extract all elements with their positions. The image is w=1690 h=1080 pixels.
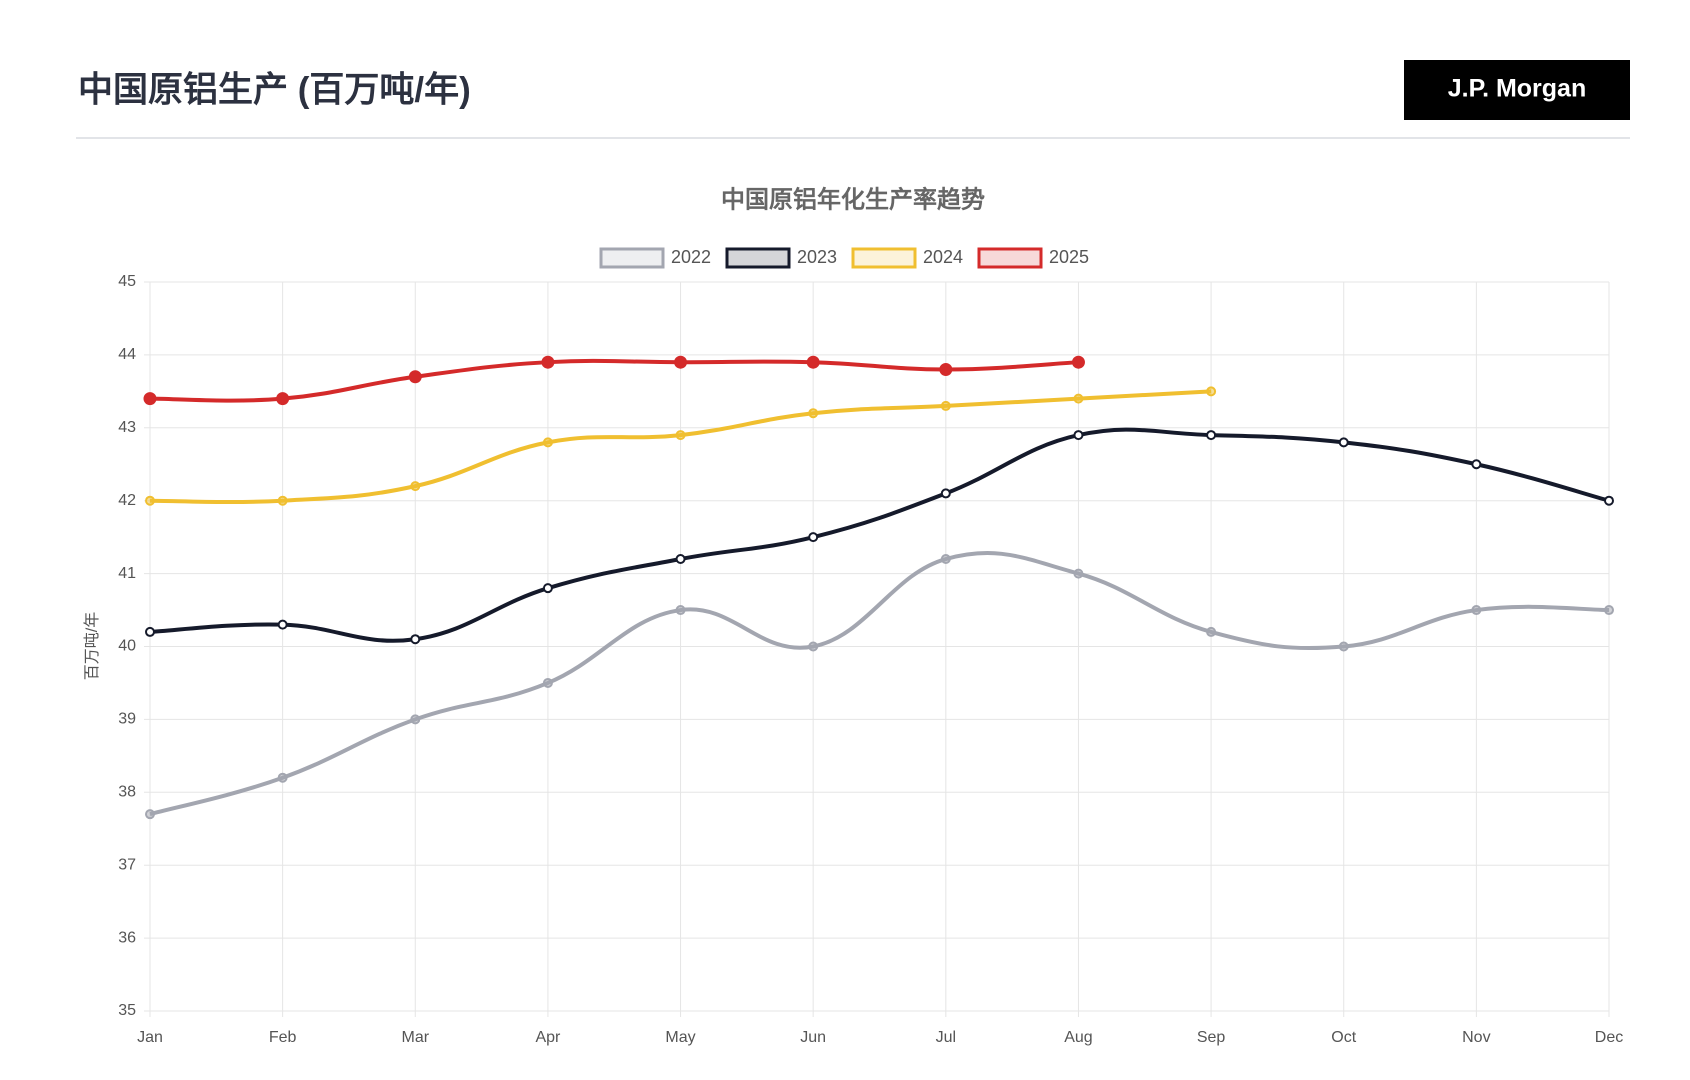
data-point: [808, 408, 819, 419]
data-point: [940, 400, 951, 411]
data-point: [1073, 430, 1084, 441]
data-point: [145, 626, 155, 637]
data-point: [674, 355, 688, 369]
data-point: [1338, 641, 1349, 652]
data-point: [145, 495, 155, 506]
x-tick-label: Oct: [1331, 1029, 1356, 1046]
data-point: [808, 532, 819, 543]
data-point: [1471, 605, 1482, 616]
data-point: [277, 619, 288, 630]
data-point: [940, 554, 951, 565]
data-point: [806, 355, 820, 369]
data-point: [542, 437, 553, 448]
logo: J.P. Morgan: [1448, 75, 1586, 103]
data-point: [1206, 430, 1217, 441]
y-tick-label: 37: [118, 856, 136, 873]
data-point: [1471, 459, 1482, 470]
y-tick-label: 41: [118, 565, 136, 582]
data-point: [940, 488, 951, 499]
y-tick-label: 39: [118, 711, 136, 728]
y-tick-label: 42: [118, 492, 136, 509]
legend-swatch: [851, 247, 917, 269]
data-point: [808, 641, 819, 652]
data-point: [675, 554, 686, 565]
data-point: [1338, 437, 1349, 448]
y-tick-label: 36: [118, 929, 136, 946]
data-point: [541, 355, 555, 369]
data-point: [675, 605, 686, 616]
y-tick-label: 38: [118, 784, 136, 801]
data-point: [143, 392, 157, 406]
x-tick-label: May: [665, 1029, 695, 1046]
data-point: [542, 677, 553, 688]
legend-label: 2025: [1049, 247, 1089, 267]
data-point: [1604, 495, 1614, 506]
data-point: [410, 714, 421, 725]
x-tick-label: Jun: [800, 1029, 826, 1046]
data-point: [276, 392, 290, 406]
legend-swatch: [599, 247, 665, 269]
series-line: [149, 358, 1079, 403]
legend-label: 2023: [797, 247, 837, 267]
data-point: [939, 362, 953, 376]
series-line: [149, 427, 1610, 643]
x-tick-label: Feb: [269, 1029, 297, 1046]
series-line: [149, 551, 1610, 817]
data-point: [408, 370, 422, 384]
x-tick-label: Mar: [401, 1029, 429, 1046]
data-point: [542, 583, 553, 594]
y-axis-label: 百万吨/年: [83, 612, 101, 680]
data-point: [1206, 626, 1217, 637]
chart-title: 中国原铝年化生产率趋势: [721, 185, 985, 213]
y-tick-label: 35: [118, 1002, 136, 1019]
x-tick-label: Jul: [936, 1029, 956, 1046]
legend-swatch: [725, 247, 791, 269]
logo-box: [1404, 60, 1630, 120]
page-title: 中国原铝生产 (百万吨/年): [78, 70, 471, 109]
data-point: [1604, 605, 1614, 616]
x-tick-label: Dec: [1595, 1029, 1623, 1046]
y-tick-label: 43: [118, 419, 136, 436]
data-point: [1073, 568, 1084, 579]
x-tick-label: Nov: [1462, 1029, 1490, 1046]
data-point: [1073, 393, 1084, 404]
x-tick-label: Sep: [1197, 1029, 1226, 1046]
legend-label: 2022: [671, 247, 711, 267]
data-point: [410, 634, 421, 645]
legend-label: 2024: [923, 247, 963, 267]
x-tick-label: Apr: [535, 1029, 561, 1046]
y-tick-label: 45: [118, 273, 136, 290]
data-point: [277, 495, 288, 506]
data-point: [1206, 386, 1217, 397]
y-tick-label: 40: [118, 638, 136, 655]
x-tick-label: Aug: [1064, 1029, 1092, 1046]
data-point: [145, 809, 155, 820]
y-tick-label: 44: [118, 346, 136, 363]
legend-swatch: [977, 247, 1043, 269]
data-point: [1071, 355, 1085, 369]
x-tick-label: Jan: [137, 1029, 163, 1046]
data-point: [277, 772, 288, 783]
data-point: [410, 481, 421, 492]
data-point: [675, 430, 686, 441]
